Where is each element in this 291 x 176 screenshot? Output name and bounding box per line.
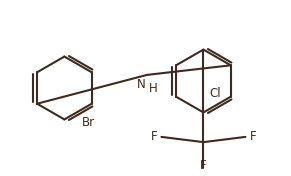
Text: Cl: Cl xyxy=(209,87,221,100)
Text: F: F xyxy=(250,130,256,143)
Text: H: H xyxy=(148,82,157,95)
Text: F: F xyxy=(200,159,207,172)
Text: F: F xyxy=(150,130,157,143)
Text: Br: Br xyxy=(82,116,95,129)
Text: N: N xyxy=(137,78,146,91)
